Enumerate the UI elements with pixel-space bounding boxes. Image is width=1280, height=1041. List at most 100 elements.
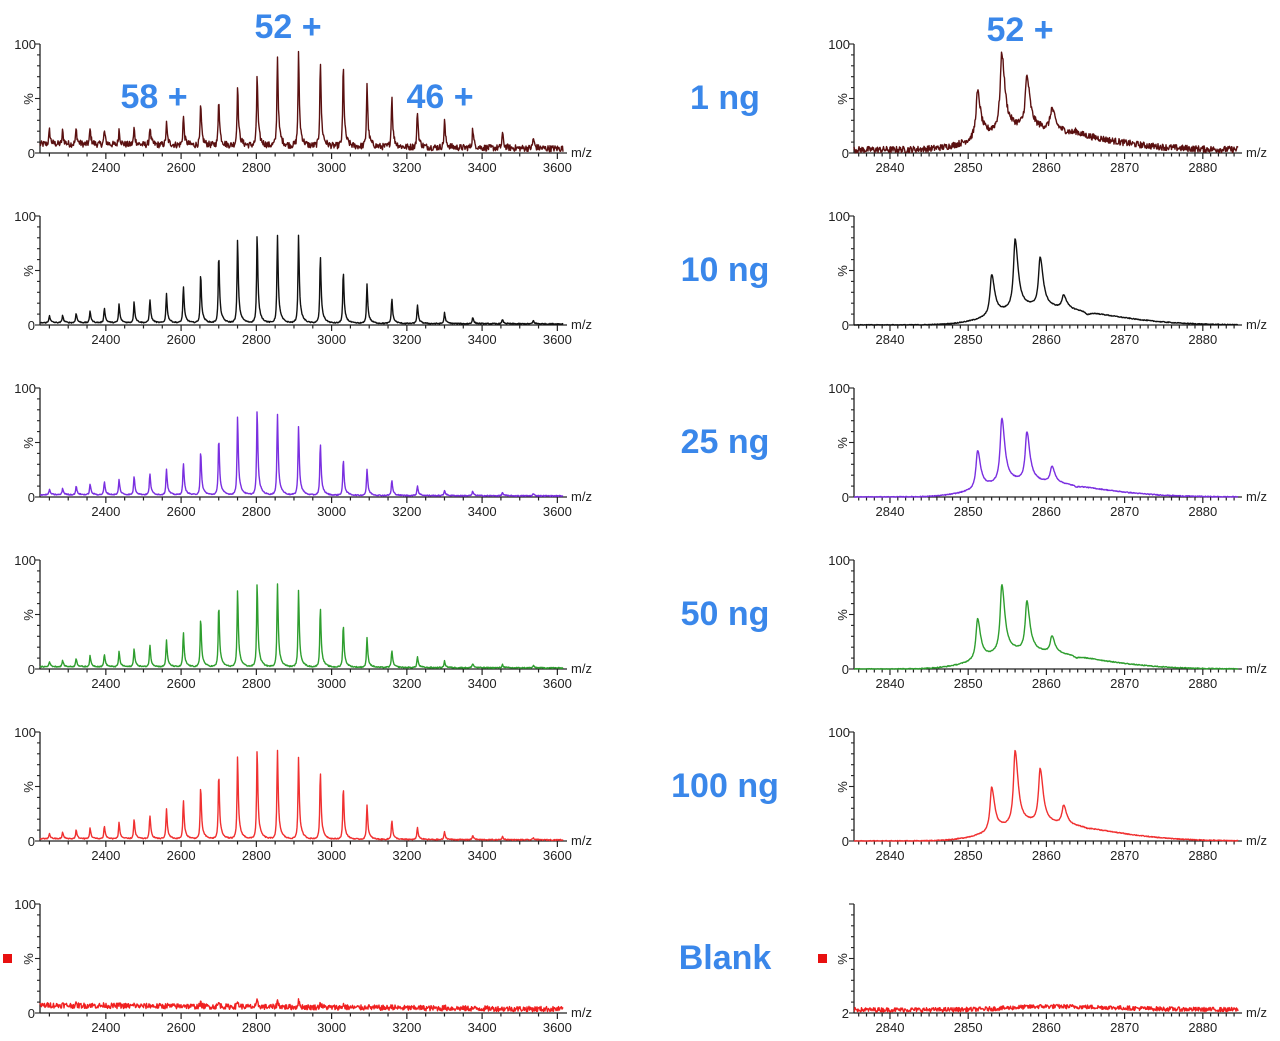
x-tick-label: 2860	[1032, 1020, 1061, 1035]
x-tick-label: 2850	[954, 848, 983, 863]
sample-label: 100 ng	[671, 767, 779, 805]
x-tick-label: 3400	[468, 1020, 497, 1035]
x-tick-label: 3400	[468, 332, 497, 347]
x-tick-label: 2850	[954, 332, 983, 347]
y-axis-label: %	[21, 93, 36, 105]
y-tick-label-bottom: 0	[28, 1006, 35, 1021]
spectrum-line	[853, 1003, 1239, 1013]
y-tick-label-top: 100	[14, 37, 36, 52]
y-tick-label-bottom: 0	[28, 490, 35, 505]
spectrum-line	[853, 584, 1239, 670]
x-tick-label: 2840	[876, 332, 905, 347]
x-axis-label: m/z	[571, 661, 592, 676]
y-tick-label-bottom: 0	[28, 146, 35, 161]
x-tick-label: 2860	[1032, 332, 1061, 347]
x-tick-label: 3200	[392, 504, 421, 519]
y-tick-label-top: 100	[14, 897, 36, 912]
zoomed-spectrum: 2840 2850 2860 2870 2880 100 0% m/z	[828, 37, 1267, 175]
spectrum-line	[39, 749, 564, 842]
full-range-spectrum: 2400 2600 2800 3000 3200 3400 3600 100 0% m/z	[14, 897, 592, 1035]
x-tick-label: 3000	[317, 848, 346, 863]
y-tick-label-bottom: 2	[842, 1006, 849, 1021]
x-tick-label: 3000	[317, 676, 346, 691]
y-axis-label: %	[835, 437, 850, 449]
x-tick-label: 2400	[91, 160, 120, 175]
x-tick-label: 2840	[876, 848, 905, 863]
x-axis-label: m/z	[1246, 489, 1267, 504]
x-tick-label: 2880	[1188, 676, 1217, 691]
spectrum-line	[39, 583, 564, 670]
y-tick-label-bottom: 0	[28, 662, 35, 677]
x-tick-label: 3000	[317, 160, 346, 175]
x-tick-label: 3200	[392, 332, 421, 347]
panel-1-ng: 2400 2600 2800 3000 3200 3400 36001000%m/z2840…	[14, 37, 1267, 175]
zoomed-spectrum: 2840 2850 2860 2870 2880 100 0% m/z	[828, 553, 1267, 691]
y-tick-label-top: 100	[14, 209, 36, 224]
zoomed-spectrum: 2840 2850 2860 2870 2880 2% m/z	[835, 903, 1267, 1035]
y-axis-label: %	[835, 781, 850, 793]
x-axis-label: m/z	[1246, 661, 1267, 676]
x-tick-label: 2600	[167, 1020, 196, 1035]
x-tick-label: 2880	[1188, 504, 1217, 519]
spectrum-line	[39, 50, 564, 153]
x-tick-label: 2600	[167, 676, 196, 691]
x-tick-label: 2870	[1110, 1020, 1139, 1035]
x-tick-label: 3600	[543, 848, 572, 863]
x-tick-label: 2600	[167, 848, 196, 863]
y-tick-label-bottom: 0	[842, 318, 849, 333]
x-tick-label: 2860	[1032, 504, 1061, 519]
x-tick-label: 2400	[91, 676, 120, 691]
spectrum-line	[853, 417, 1239, 498]
x-tick-label: 3200	[392, 160, 421, 175]
x-tick-label: 2840	[876, 160, 905, 175]
full-range-spectrum: 2400 2600 2800 3000 3200 3400 3600 100 0% m/z	[14, 209, 592, 347]
panel-blank: 2400 2600 2800 3000 3200 3400 36001000%m/z2840…	[3, 897, 1267, 1035]
x-tick-label: 3400	[468, 160, 497, 175]
x-tick-label: 2800	[242, 676, 271, 691]
x-tick-label: 3200	[392, 848, 421, 863]
x-tick-label: 3000	[317, 332, 346, 347]
spectrum-line	[853, 749, 1239, 842]
charge-label-46: 46 +	[406, 78, 473, 116]
spectrum-line	[853, 238, 1239, 326]
x-axis-label: m/z	[571, 1005, 592, 1020]
x-axis-label: m/z	[1246, 1005, 1267, 1020]
x-tick-label: 2840	[876, 676, 905, 691]
spectrum-line	[39, 411, 564, 498]
x-tick-label: 2850	[954, 504, 983, 519]
x-tick-label: 2850	[954, 1020, 983, 1035]
full-range-spectrum: 2400 2600 2800 3000 3200 3400 3600 100 0% m/z	[14, 381, 592, 519]
y-axis-label: %	[21, 609, 36, 621]
x-axis-label: m/z	[571, 489, 592, 504]
full-range-spectrum: 2400 2600 2800 3000 3200 3400 3600 100 0% m/z	[14, 553, 592, 691]
x-tick-label: 2870	[1110, 676, 1139, 691]
y-axis-label: %	[21, 781, 36, 793]
y-tick-label-top: 100	[14, 725, 36, 740]
x-tick-label: 2400	[91, 1020, 120, 1035]
charge-label-52-zoom: 52 +	[986, 11, 1053, 49]
y-tick-label-bottom: 0	[842, 662, 849, 677]
panel-100-ng: 2400 2600 2800 3000 3200 3400 36001000%m/z2840…	[14, 725, 1267, 863]
x-tick-label: 2870	[1110, 504, 1139, 519]
y-tick-label-top: 100	[828, 553, 850, 568]
y-axis-label: %	[21, 953, 36, 965]
x-tick-label: 2880	[1188, 848, 1217, 863]
y-tick-label-bottom: 0	[842, 834, 849, 849]
x-tick-label: 3600	[543, 332, 572, 347]
x-tick-label: 3600	[543, 1020, 572, 1035]
x-tick-label: 3000	[317, 504, 346, 519]
spectrum-line	[39, 234, 564, 326]
x-tick-label: 2870	[1110, 160, 1139, 175]
x-tick-label: 3400	[468, 848, 497, 863]
spectrum-line	[853, 51, 1239, 154]
y-axis-label: %	[835, 93, 850, 105]
x-tick-label: 3600	[543, 160, 572, 175]
x-tick-label: 3600	[543, 676, 572, 691]
panel-25-ng: 2400 2600 2800 3000 3200 3400 36001000%m/z2840…	[14, 381, 1267, 519]
x-tick-label: 2860	[1032, 848, 1061, 863]
panel-50-ng: 2400 2600 2800 3000 3200 3400 36001000%m/z2840…	[14, 553, 1267, 691]
x-tick-label: 2880	[1188, 1020, 1217, 1035]
spectrum-line	[39, 998, 564, 1013]
sample-label: 10 ng	[681, 251, 770, 289]
y-axis-label: %	[21, 265, 36, 277]
